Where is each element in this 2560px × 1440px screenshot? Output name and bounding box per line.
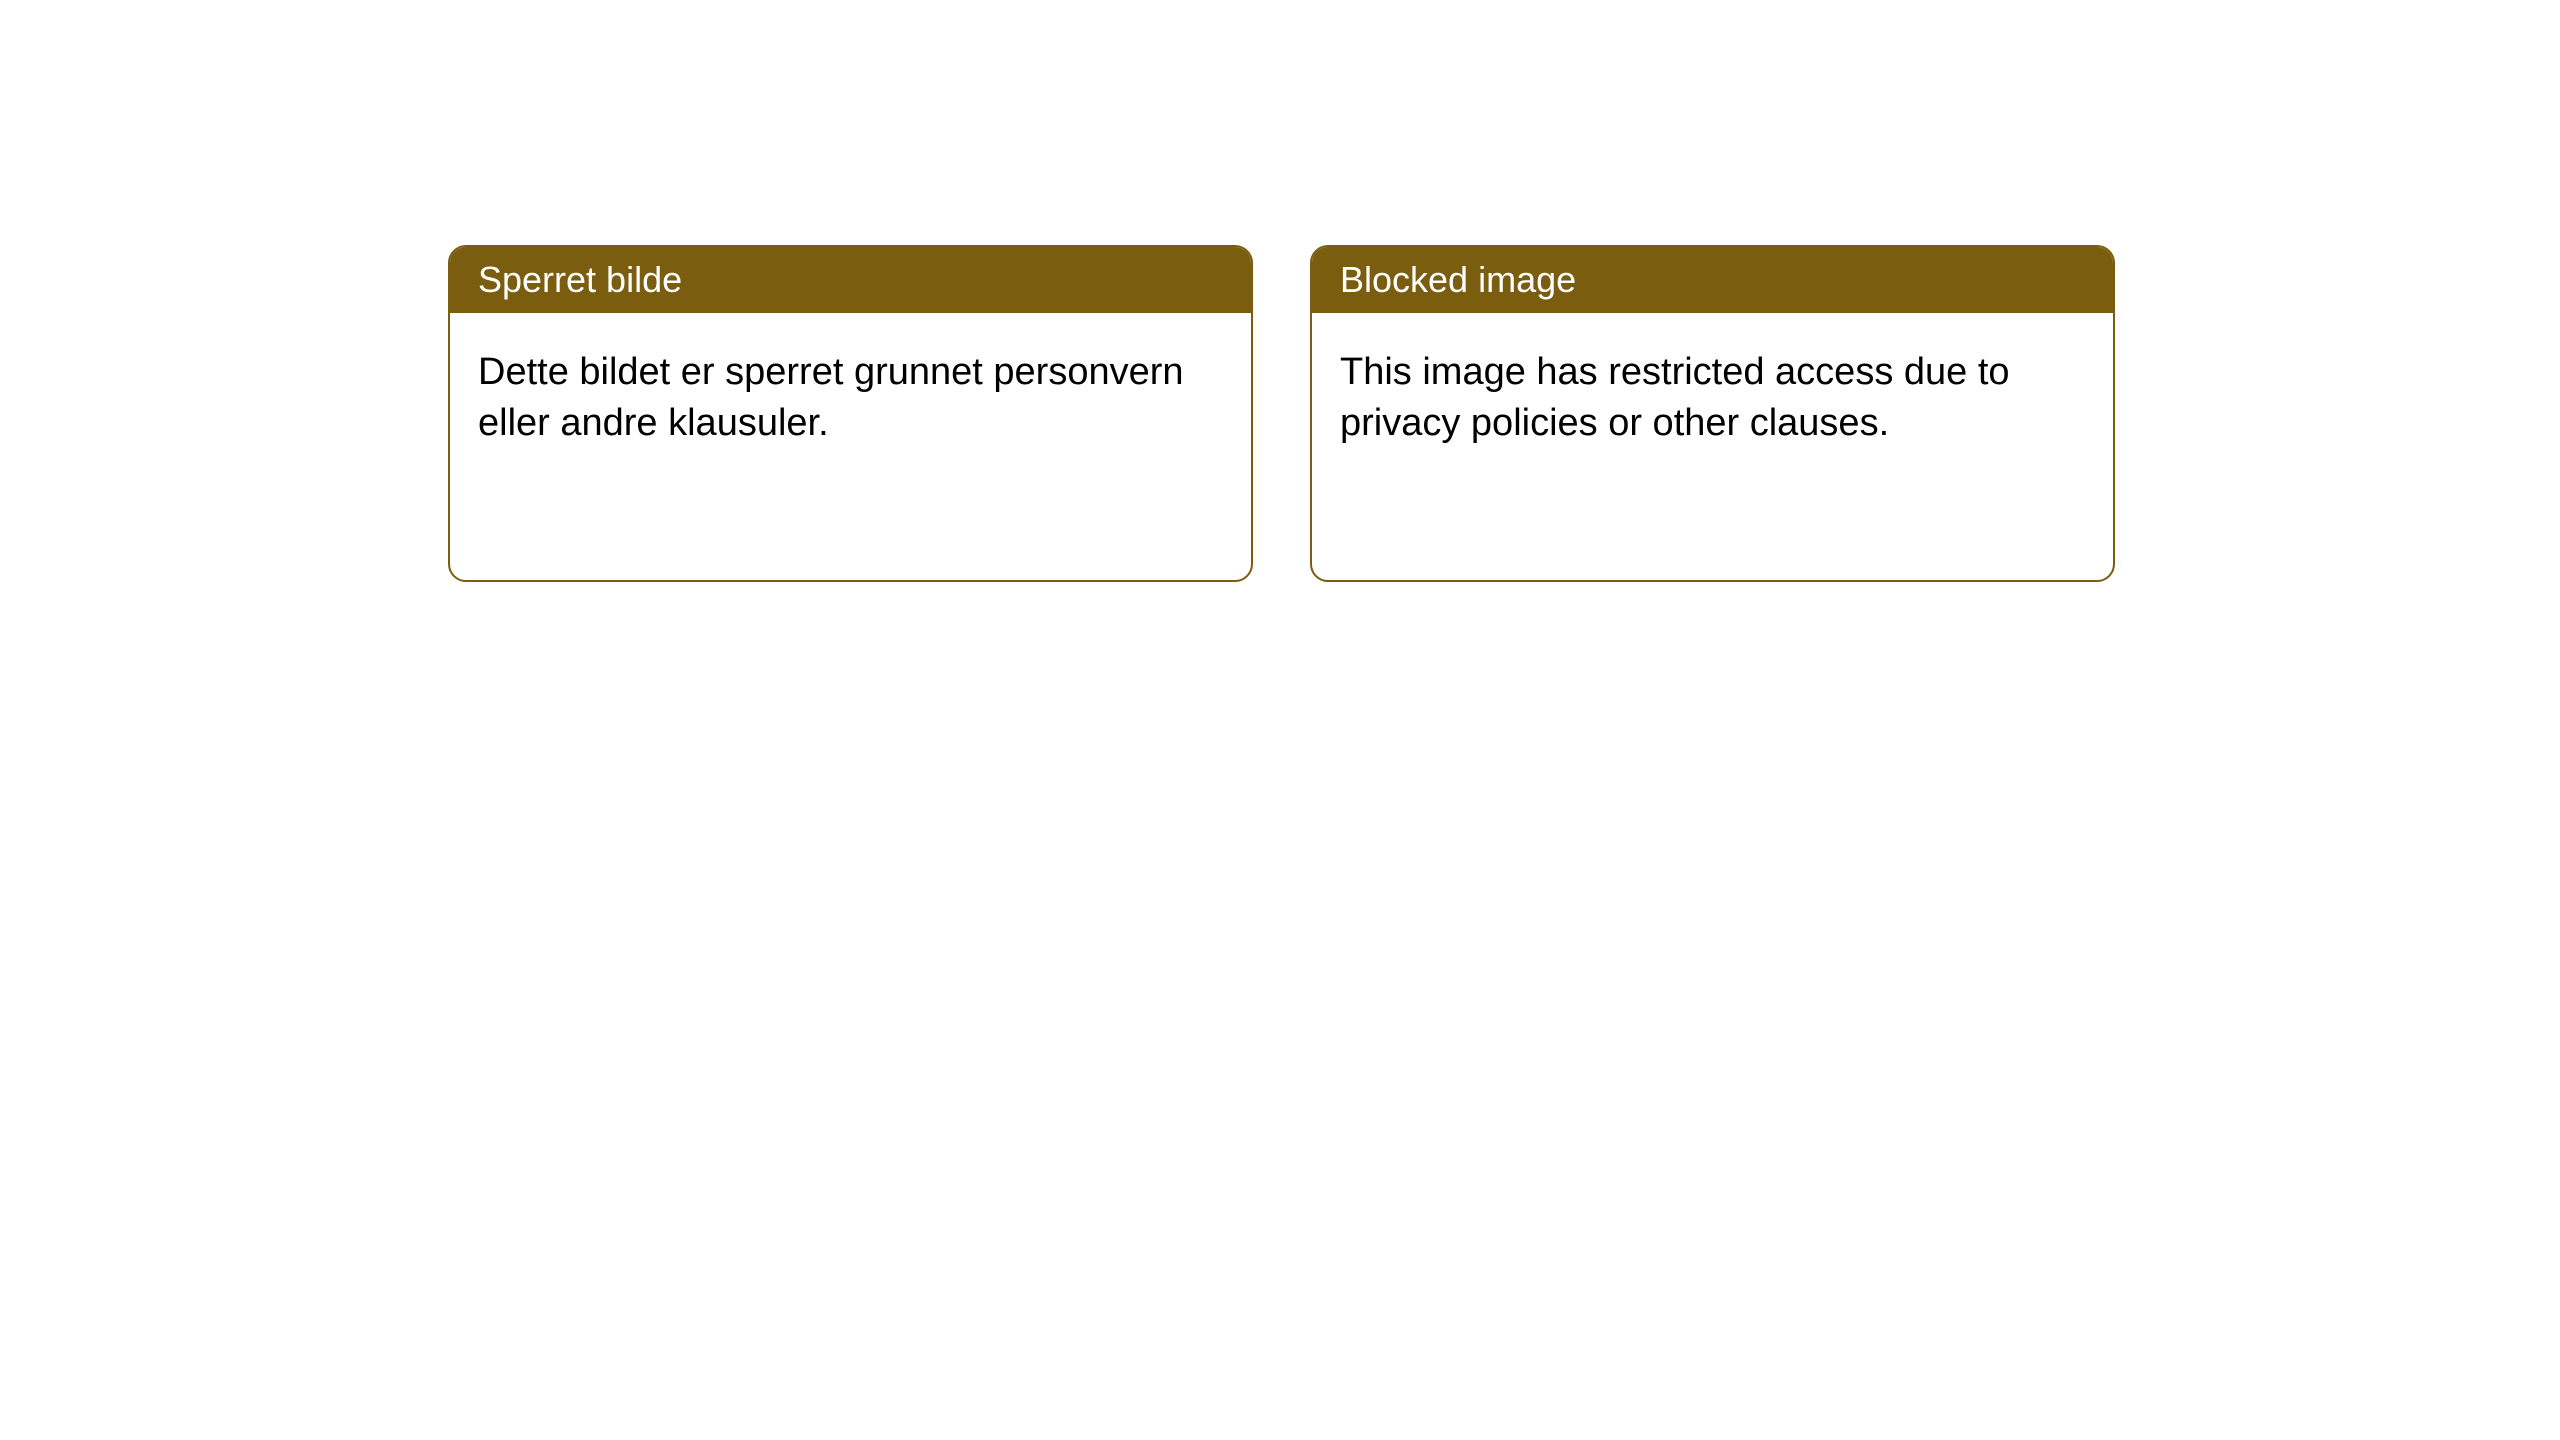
notice-card-title: Blocked image (1340, 259, 1576, 300)
notice-cards-container: Sperret bilde Dette bildet er sperret gr… (448, 245, 2115, 582)
notice-card-header: Blocked image (1312, 247, 2113, 313)
notice-card-text: Dette bildet er sperret grunnet personve… (478, 351, 1184, 444)
notice-card-header: Sperret bilde (450, 247, 1251, 313)
notice-card-body: Dette bildet er sperret grunnet personve… (450, 313, 1251, 484)
notice-card-title: Sperret bilde (478, 259, 682, 300)
notice-card-norwegian: Sperret bilde Dette bildet er sperret gr… (448, 245, 1253, 582)
notice-card-english: Blocked image This image has restricted … (1310, 245, 2115, 582)
notice-card-text: This image has restricted access due to … (1340, 351, 2010, 444)
notice-card-body: This image has restricted access due to … (1312, 313, 2113, 484)
